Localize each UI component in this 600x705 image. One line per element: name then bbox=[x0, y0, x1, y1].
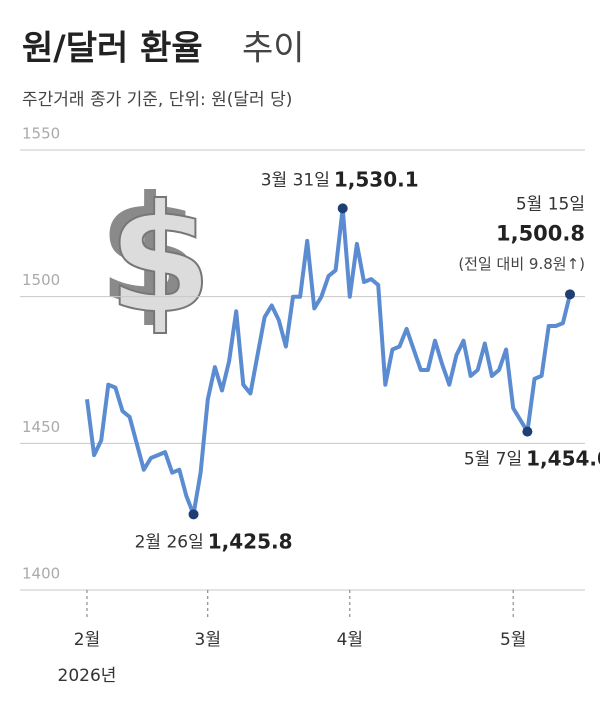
y-tick-label: 1550 bbox=[22, 125, 60, 143]
chart-title-suffix: 추이 bbox=[242, 29, 305, 69]
x-tick-label: 4월 bbox=[337, 630, 363, 650]
dollar-sign: $ bbox=[108, 173, 212, 347]
point-label: 5월 7일 bbox=[464, 450, 522, 470]
x-tick-label: 5월 bbox=[500, 630, 526, 650]
line-series bbox=[85, 206, 572, 517]
value-label: 1,530.1 bbox=[334, 167, 419, 191]
point-label: 2월 26일 bbox=[135, 532, 204, 552]
value-label: 1,500.8 bbox=[496, 221, 585, 245]
dollar-icon: $ $ bbox=[98, 165, 213, 348]
chart-subtitle: 주간거래 종가 기준, 단위: 원(달러 당) bbox=[22, 90, 292, 110]
point-marker bbox=[188, 509, 199, 520]
x-tick-label: 3월 bbox=[195, 630, 221, 650]
point-marker bbox=[565, 289, 575, 300]
dollar-shadow: $ bbox=[98, 165, 202, 339]
point-label: 3월 31일 bbox=[261, 170, 330, 190]
point-label: 5월 15일 bbox=[516, 194, 585, 214]
annotation: 5월 7일1,454.0 bbox=[464, 446, 600, 470]
value-label: 1,425.8 bbox=[208, 529, 293, 553]
y-tick-label: 1450 bbox=[22, 418, 60, 436]
y-tick-label: 1400 bbox=[22, 565, 60, 583]
x-year-label: 2026년 bbox=[58, 666, 117, 686]
point-marker bbox=[337, 203, 348, 214]
annotation: 2월 26일 1,425.8 bbox=[135, 529, 293, 553]
annotation: 3월 31일 1,530.1 bbox=[261, 167, 419, 191]
point-marker bbox=[522, 426, 533, 437]
value-label: 1,454.0 bbox=[526, 446, 600, 470]
y-tick-label: 1500 bbox=[22, 271, 60, 289]
x-tick-label: 2월 bbox=[74, 630, 100, 650]
end-note: (전일 대비 9.8원↑) bbox=[458, 255, 585, 273]
chart-title: 원/달러 환율 bbox=[22, 29, 203, 69]
